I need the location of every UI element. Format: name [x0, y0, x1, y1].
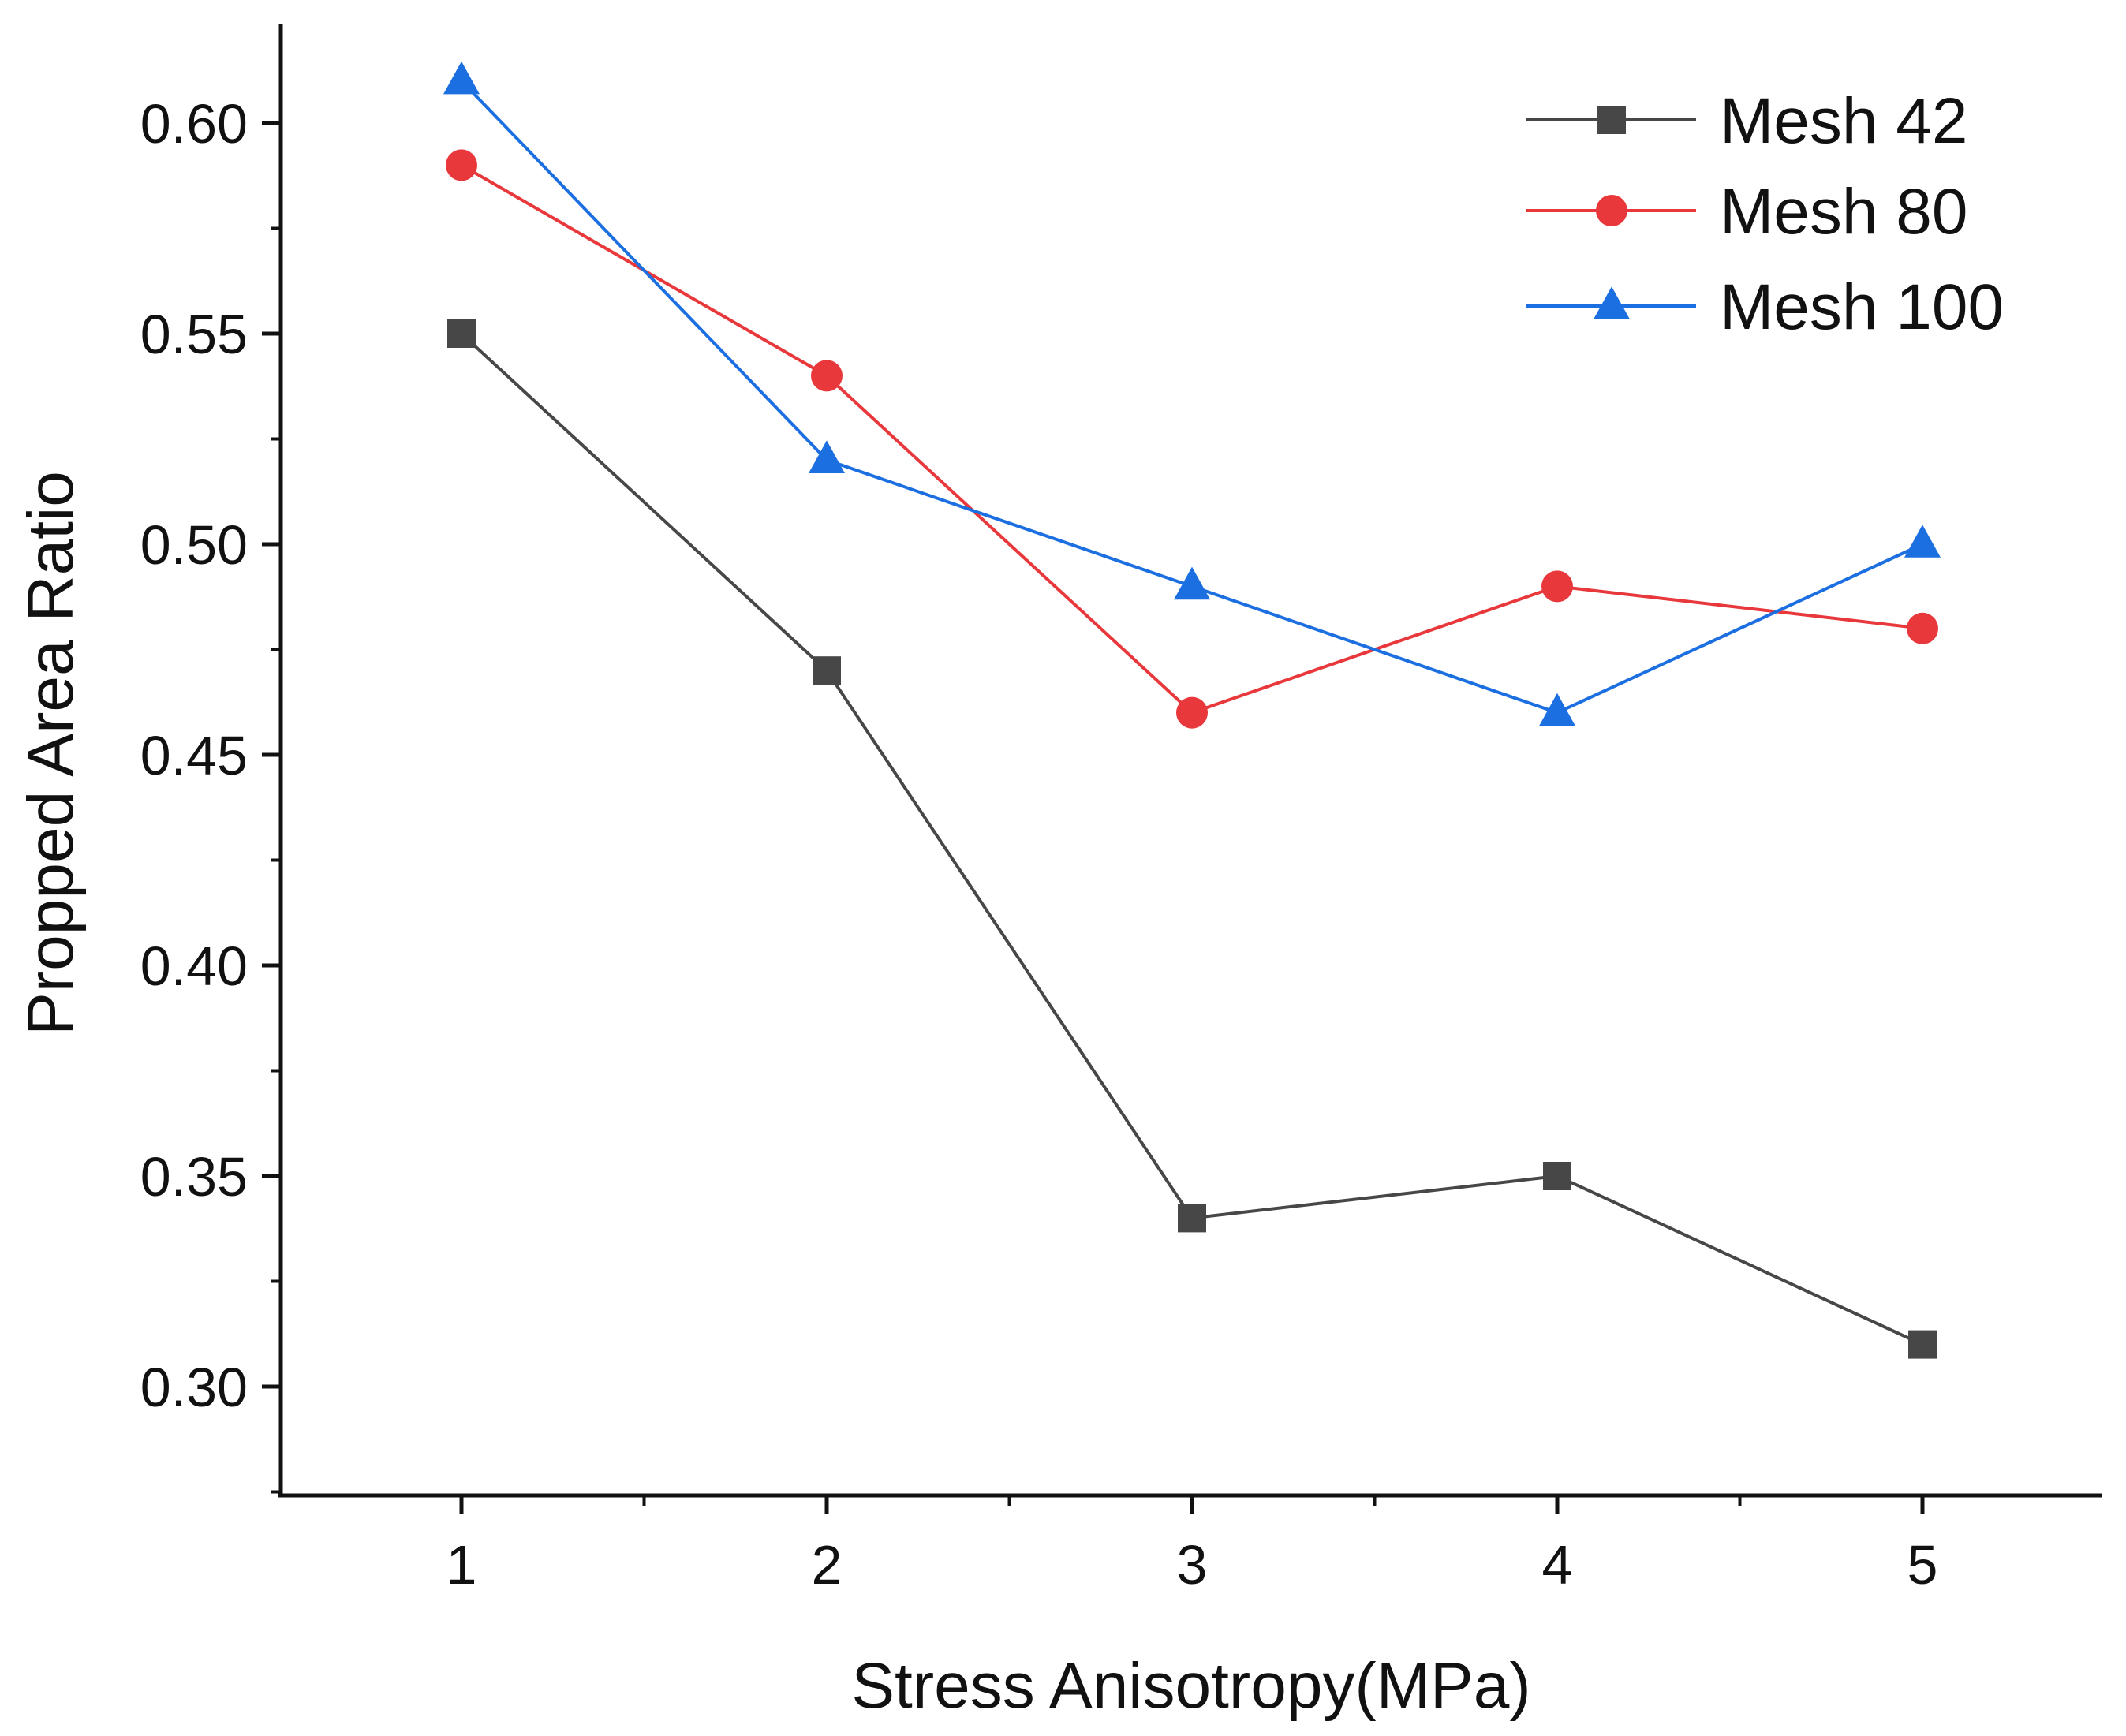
legend-item-mesh-80: Mesh 80: [1526, 176, 1968, 248]
y-axis-title: Propped Area Ratio: [15, 471, 87, 1036]
y-tick-label: 0.40: [140, 935, 248, 997]
y-tick-label: 0.50: [140, 514, 248, 576]
legend-label: Mesh 42: [1720, 85, 1968, 157]
data-point-mesh-42: [813, 656, 841, 685]
x-tick-label: 4: [1542, 1534, 1573, 1596]
x-tick-label: 1: [446, 1534, 477, 1596]
series-line-mesh-80: [461, 163, 1923, 715]
y-tick-label: 0.35: [140, 1146, 248, 1208]
legend-marker: [1596, 195, 1627, 226]
series-mesh-100: [443, 61, 1941, 726]
series-group: [443, 61, 1941, 1359]
y-tick-label: 0.45: [140, 725, 248, 786]
y-tick-label: 0.55: [140, 304, 248, 365]
data-point-mesh-100: [1174, 566, 1210, 600]
x-axis-title: Stress Anisotropy(MPa): [851, 1650, 1530, 1722]
data-point-mesh-42: [1178, 1204, 1206, 1233]
legend-label: Mesh 100: [1720, 271, 2004, 343]
legend-marker: [1594, 286, 1630, 319]
data-point-mesh-100: [443, 61, 480, 95]
data-point-mesh-80: [1176, 696, 1208, 729]
series-line-mesh-42: [460, 332, 1923, 1346]
legend-item-mesh-42: Mesh 42: [1526, 85, 1968, 157]
legend-label: Mesh 80: [1720, 176, 1968, 248]
x-tick-label: 3: [1177, 1534, 1208, 1596]
data-point-mesh-80: [1541, 570, 1573, 603]
y-tick-label: 0.30: [140, 1357, 248, 1418]
x-tick-label: 5: [1907, 1534, 1938, 1596]
data-point-mesh-100: [809, 440, 845, 473]
data-point-mesh-80: [446, 149, 477, 181]
data-point-mesh-42: [1543, 1162, 1571, 1190]
legend: Mesh 42 Mesh 80 Mesh 100: [1526, 85, 2004, 343]
tick-group: 0.30 0.35 0.40 0.45 0.50 0.55 0.60 1 2 3 4 5: [140, 93, 1938, 1596]
data-point-mesh-100: [1904, 525, 1941, 558]
data-point-mesh-80: [811, 360, 843, 392]
data-point-mesh-42: [447, 319, 476, 348]
series-mesh-80: [446, 149, 1938, 729]
series-line-mesh-100: [460, 80, 1923, 715]
data-point-mesh-80: [1907, 612, 1938, 644]
legend-marker: [1597, 106, 1626, 134]
legend-item-mesh-100: Mesh 100: [1526, 271, 2004, 343]
x-tick-label: 2: [812, 1534, 843, 1596]
series-mesh-42: [447, 319, 1937, 1359]
data-point-mesh-100: [1539, 693, 1575, 726]
y-tick-label: 0.60: [140, 93, 248, 155]
data-point-mesh-42: [1908, 1330, 1937, 1359]
